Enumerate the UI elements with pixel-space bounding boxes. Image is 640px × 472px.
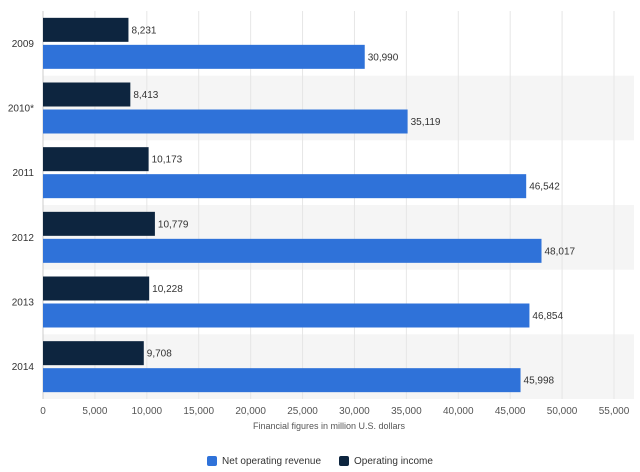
legend-item-operating-income[interactable]: Operating income — [339, 456, 433, 467]
x-tick-label: 30,000 — [339, 406, 370, 417]
bar-label-net-operating-revenue: 30,990 — [368, 52, 399, 63]
bar-operating-income[interactable] — [43, 211, 155, 236]
bar-label-operating-income: 8,413 — [133, 90, 158, 101]
bar-operating-income[interactable] — [43, 147, 149, 172]
bar-label-net-operating-revenue: 35,119 — [411, 117, 441, 128]
bar-net-operating-revenue[interactable] — [43, 174, 527, 199]
bar-label-net-operating-revenue: 46,854 — [532, 311, 563, 322]
x-tick-label: 15,000 — [183, 406, 214, 417]
bar-net-operating-revenue[interactable] — [43, 303, 530, 328]
bar-label-operating-income: 10,779 — [158, 219, 189, 230]
bar-net-operating-revenue[interactable] — [43, 368, 521, 393]
legend-label-operating-income: Operating income — [354, 455, 433, 467]
bar-label-operating-income: 9,708 — [147, 349, 172, 360]
legend-swatch-operating-income — [339, 456, 350, 466]
legend-item-net-operating-revenue[interactable]: Net operating revenue — [207, 456, 321, 467]
category-labels: 2009 2010* 2011 2012 2013 2014 — [8, 39, 35, 373]
category-label: 2011 — [12, 168, 34, 179]
category-label: 2009 — [12, 39, 35, 50]
bar-operating-income[interactable] — [43, 276, 150, 301]
legend-swatch-net-operating-revenue — [207, 456, 218, 466]
category-label: 2010* — [8, 104, 34, 115]
bar-label-operating-income: 10,173 — [152, 155, 183, 166]
bars — [43, 17, 542, 393]
bar-operating-income[interactable] — [43, 17, 129, 42]
x-axis-title: Financial figures in million U.S. dollar… — [253, 421, 406, 431]
bar-chart: 8,231 30,990 8,413 35,119 10,173 46,542 10,779… — [7, 11, 630, 431]
x-tick-label: 35,000 — [391, 406, 422, 417]
bar-label-net-operating-revenue: 48,017 — [545, 246, 576, 257]
x-tick-label: 25,000 — [287, 406, 318, 417]
category-label: 2013 — [12, 298, 35, 309]
x-tick-label: 0 — [40, 406, 46, 417]
x-tick-label: 10,000 — [132, 406, 163, 417]
bar-label-operating-income: 8,231 — [131, 25, 156, 36]
x-tick-label: 45,000 — [495, 406, 526, 417]
x-tick-label: 20,000 — [235, 406, 266, 417]
bar-net-operating-revenue[interactable] — [43, 109, 408, 134]
x-tick-label: 55,000 — [599, 406, 630, 417]
x-tick-label: 50,000 — [547, 406, 578, 417]
bar-data-labels: 8,231 30,990 8,413 35,119 10,173 46,542 10,779… — [131, 25, 575, 386]
bar-label-net-operating-revenue: 46,542 — [529, 182, 560, 193]
bar-operating-income[interactable] — [43, 82, 131, 107]
legend: Net operating revenue Operating income — [0, 452, 640, 470]
category-label: 2012 — [12, 233, 35, 244]
bar-label-net-operating-revenue: 45,998 — [524, 376, 555, 387]
bar-operating-income[interactable] — [43, 341, 144, 366]
category-label: 2014 — [12, 362, 35, 373]
bar-net-operating-revenue[interactable] — [43, 44, 365, 69]
x-tick-label: 5,000 — [82, 406, 107, 417]
legend-label-net-operating-revenue: Net operating revenue — [222, 455, 322, 467]
bar-net-operating-revenue[interactable] — [43, 238, 542, 263]
x-tick-label: 40,000 — [443, 406, 474, 417]
bar-label-operating-income: 10,228 — [152, 284, 183, 295]
x-axis-tick-labels: 0 5,000 10,000 15,000 20,000 25,000 30,000 35,0… — [40, 406, 630, 417]
grid-lines — [42, 11, 615, 399]
